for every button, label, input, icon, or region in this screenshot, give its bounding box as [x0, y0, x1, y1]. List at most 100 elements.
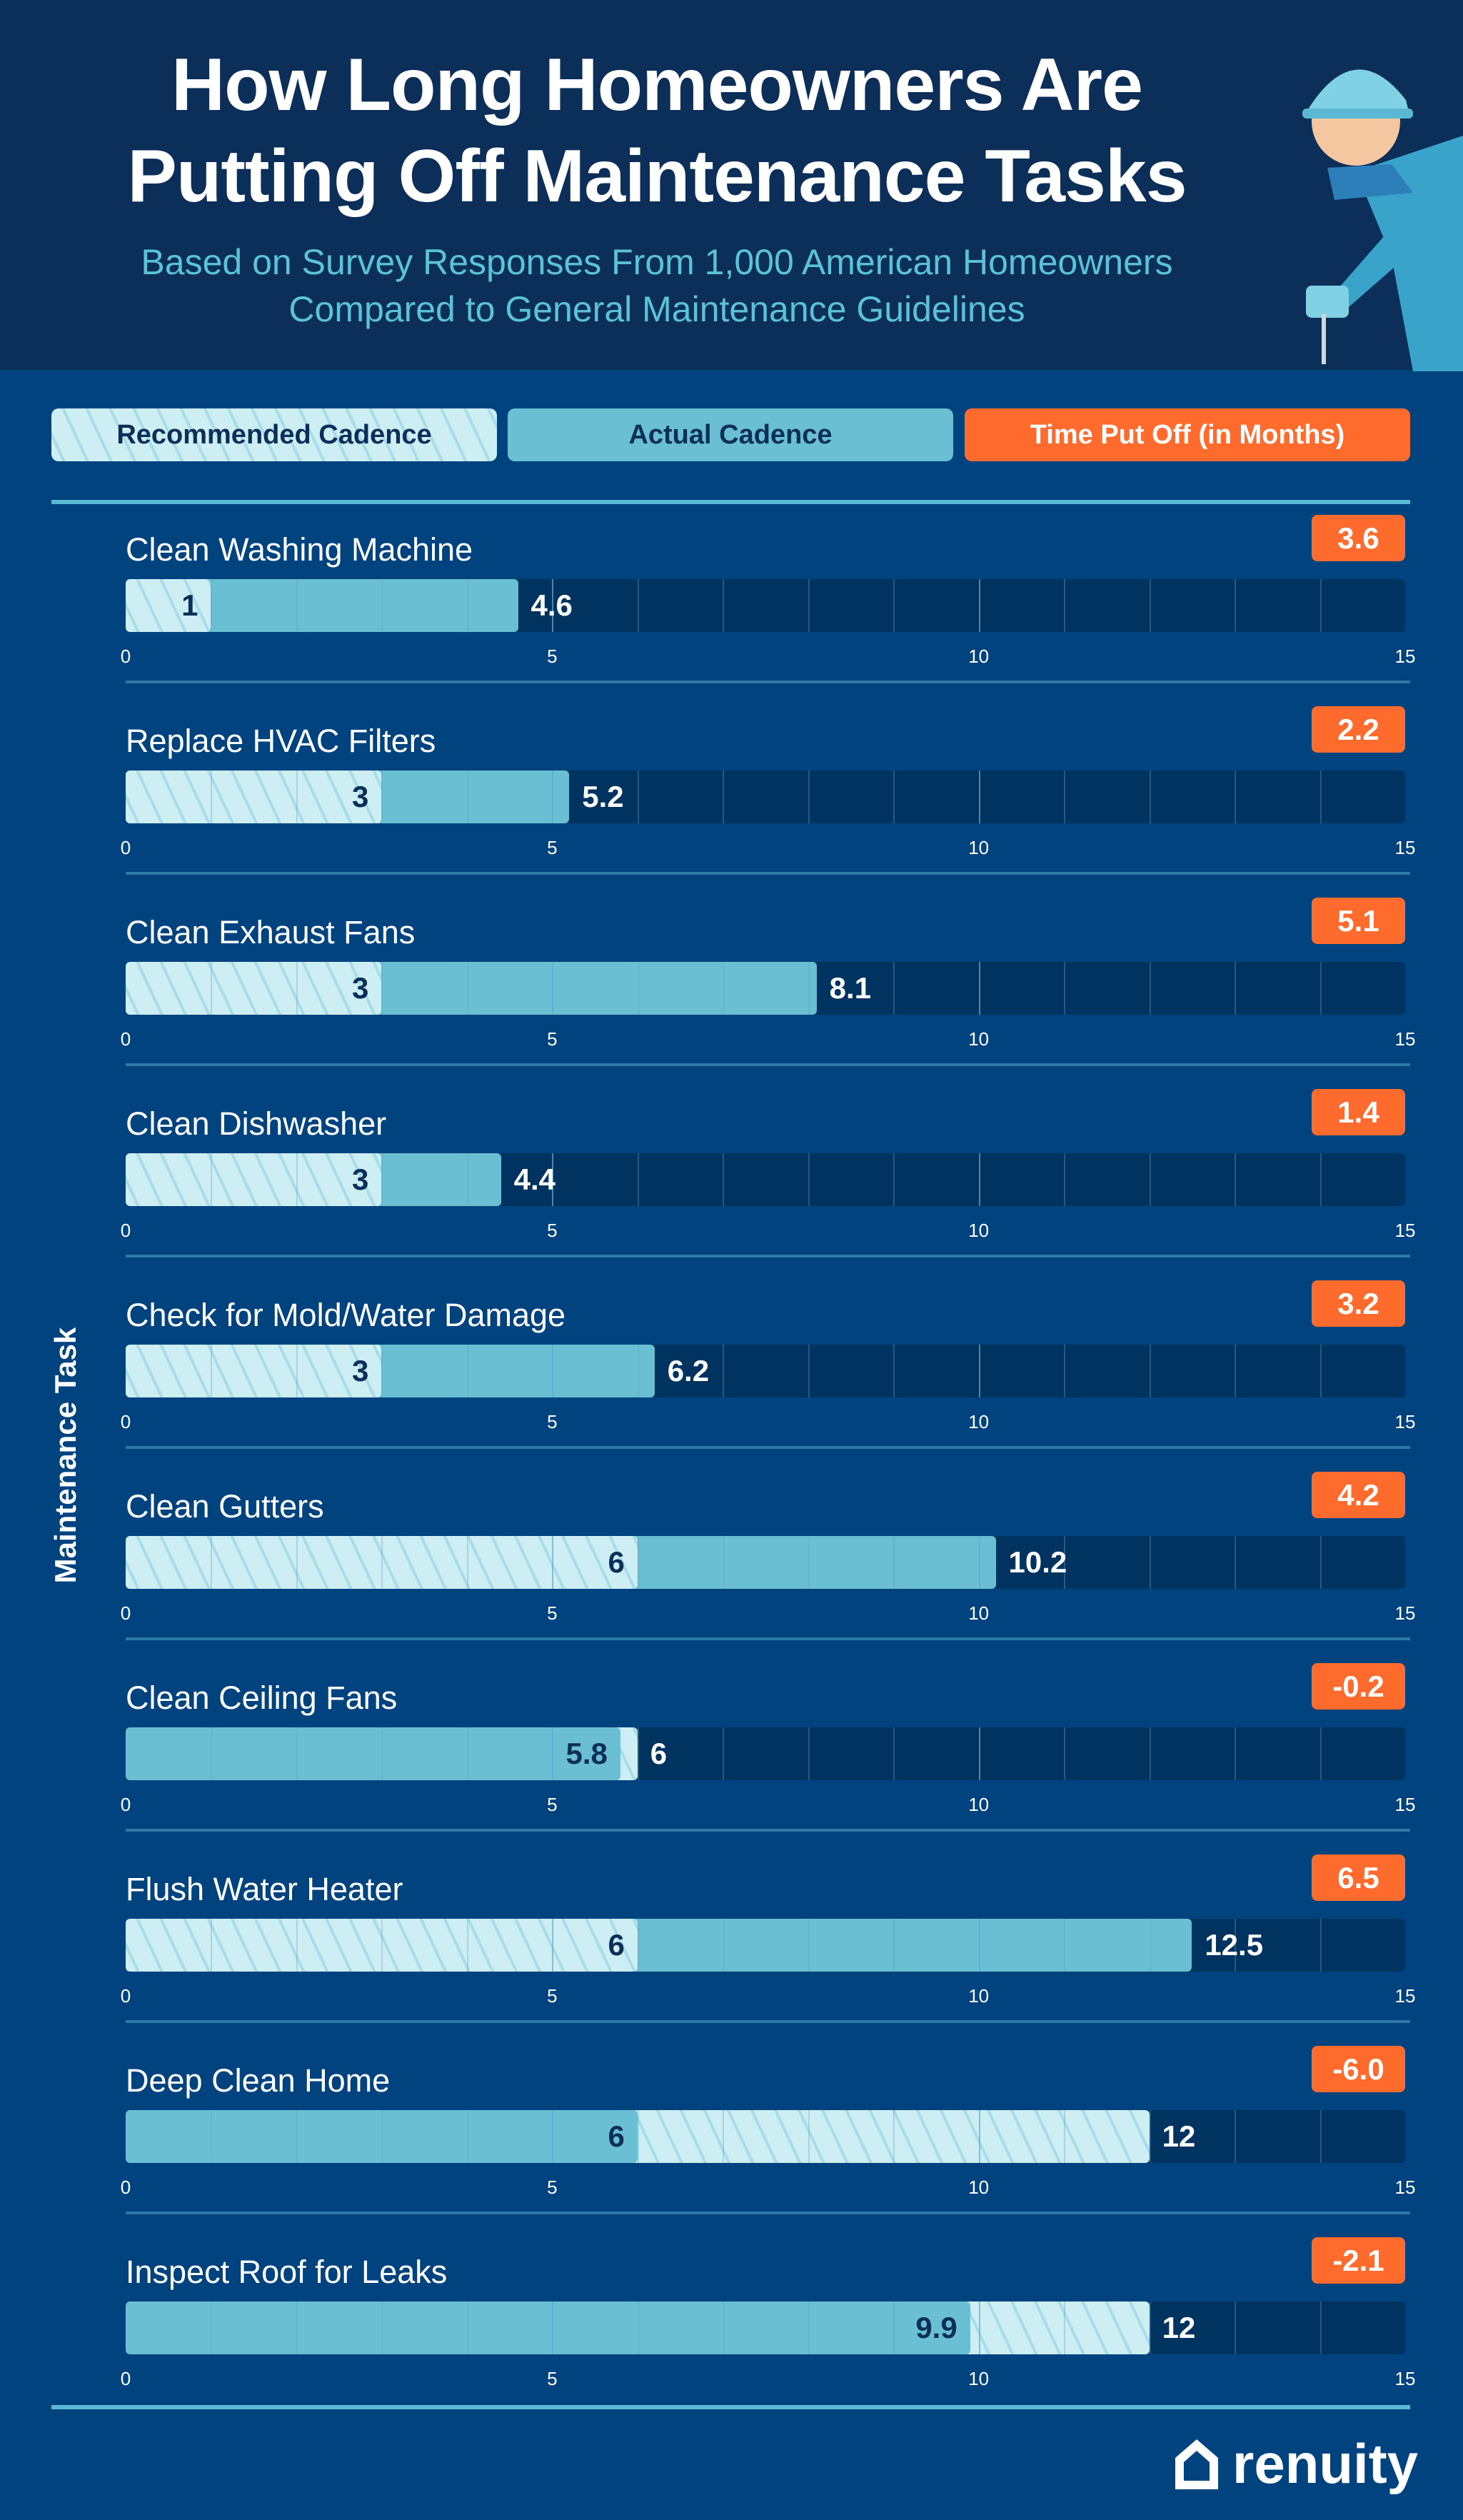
- task-label: Clean Exhaust Fans: [126, 914, 416, 950]
- subtitle-line-1: Based on Survey Responses From 1,000 Ame…: [141, 242, 1173, 282]
- grid-line: [466, 1345, 468, 1397]
- grid-line: [723, 1919, 725, 1972]
- x-tick-label: 5: [547, 1602, 558, 1624]
- grid-line: [978, 962, 980, 1015]
- grid-line: [893, 2110, 895, 2163]
- grid-line: [893, 2301, 895, 2354]
- grid-line: [381, 1153, 383, 1206]
- grid-line: [1149, 1727, 1151, 1780]
- grid-line: [466, 1919, 468, 1972]
- grid-line: [1064, 2110, 1066, 2163]
- outer-value-label: 4.6: [531, 588, 573, 622]
- x-tick-label: 10: [968, 2368, 990, 2389]
- task-label: Inspect Roof for Leaks: [126, 2254, 448, 2290]
- grid-line: [381, 1536, 383, 1589]
- x-tick-label: 5: [547, 1220, 558, 1241]
- grid-line: [296, 1727, 298, 1780]
- recommended-bar: [126, 770, 382, 823]
- x-tick-label: 15: [1394, 1220, 1416, 1241]
- outer-value-label: 6: [650, 1737, 668, 1770]
- grid-line: [211, 1345, 213, 1397]
- grid-line: [637, 1919, 639, 1972]
- grid-line: [552, 962, 554, 1015]
- grid-line: [808, 1536, 810, 1589]
- x-tick-label: 10: [968, 2177, 990, 2198]
- bar-track: 3 8.1: [126, 962, 1405, 1015]
- grid-line: [381, 2301, 383, 2354]
- grid-line: [893, 1727, 895, 1780]
- subtitle-line-2: Compared to General Maintenance Guidelin…: [288, 289, 1025, 329]
- grid-line: [893, 1345, 895, 1397]
- grid-line: [893, 579, 895, 632]
- x-tick-label: 5: [547, 1411, 558, 1432]
- x-tick-label: 15: [1394, 1794, 1416, 1815]
- grid-line: [552, 1536, 554, 1589]
- inner-value-label: 3: [352, 1163, 369, 1196]
- inner-value-label: 6: [608, 1928, 625, 1962]
- grid-line: [808, 579, 810, 632]
- grid-line: [381, 962, 383, 1015]
- grid-line: [552, 2110, 554, 2163]
- grid-line: [637, 1727, 639, 1780]
- grid-line: [893, 962, 895, 1015]
- grid-line: [552, 579, 554, 632]
- put-off-badge: -2.1: [1312, 2237, 1405, 2284]
- grid-line: [808, 962, 810, 1015]
- grid-line: [296, 2110, 298, 2163]
- grid-line: [1064, 1153, 1066, 1206]
- x-tick-label: 10: [968, 1411, 990, 1432]
- outer-value-label: 12: [1162, 2311, 1196, 2344]
- grid-line: [1149, 1919, 1151, 1972]
- task-label: Clean Dishwasher: [126, 1105, 387, 1142]
- grid-line: [637, 1153, 639, 1206]
- house-icon: [1175, 2439, 1218, 2489]
- grid-line: [1149, 1345, 1151, 1397]
- grid-line: [808, 1727, 810, 1780]
- title-line-2: Putting Off Maintenance Tasks: [127, 135, 1187, 218]
- grid-line: [296, 579, 298, 632]
- grid-line: [1235, 579, 1237, 632]
- recommended-bar: [126, 579, 211, 632]
- x-tick-label: 0: [120, 1411, 131, 1432]
- task-label: Clean Washing Machine: [126, 531, 473, 568]
- put-off-badge: 4.2: [1312, 1472, 1405, 1518]
- renuity-logo: renuity: [1171, 2431, 1418, 2496]
- x-tick-label: 0: [120, 2177, 131, 2198]
- row-separator: [126, 681, 1410, 683]
- grid-line: [1319, 1153, 1322, 1206]
- x-tick-label: 0: [120, 2368, 131, 2389]
- grid-line: [1235, 1919, 1237, 1972]
- grid-line: [637, 2301, 639, 2354]
- grid-line: [296, 1153, 298, 1206]
- grid-line: [723, 770, 725, 823]
- outer-value-label: 12.5: [1205, 1928, 1264, 1962]
- x-tick-label: 5: [547, 2177, 558, 2198]
- grid-line: [552, 1345, 554, 1397]
- bar-track: 6 12.5: [126, 1919, 1405, 1972]
- put-off-badge: -6.0: [1312, 2046, 1405, 2092]
- x-tick-label: 15: [1394, 1411, 1416, 1432]
- x-tick-label: 15: [1394, 1028, 1416, 1050]
- grid-line: [978, 1727, 980, 1780]
- grid-line: [637, 962, 639, 1015]
- grid-line: [211, 2301, 213, 2354]
- grid-line: [637, 1536, 639, 1589]
- inner-value-label: 5.8: [565, 1737, 608, 1770]
- put-off-badge: 5.1: [1312, 898, 1405, 944]
- grid-line: [1319, 1536, 1322, 1589]
- grid-line: [466, 1536, 468, 1589]
- x-tick-label: 0: [120, 1220, 131, 1241]
- grid-line: [1319, 2110, 1322, 2163]
- grid-line: [1149, 579, 1151, 632]
- x-tick-label: 5: [547, 1794, 558, 1815]
- legend-put-off: Time Put Off (in Months): [965, 408, 1410, 461]
- grid-line: [1319, 1727, 1322, 1780]
- grid-line: [1149, 770, 1151, 823]
- recommended-bar: [126, 962, 382, 1015]
- grid-line: [1149, 962, 1151, 1015]
- put-off-badge: 3.2: [1312, 1280, 1405, 1327]
- grid-line: [637, 579, 639, 632]
- grid-line: [1064, 2301, 1066, 2354]
- row-separator: [126, 1063, 1410, 1066]
- grid-line: [1235, 2110, 1237, 2163]
